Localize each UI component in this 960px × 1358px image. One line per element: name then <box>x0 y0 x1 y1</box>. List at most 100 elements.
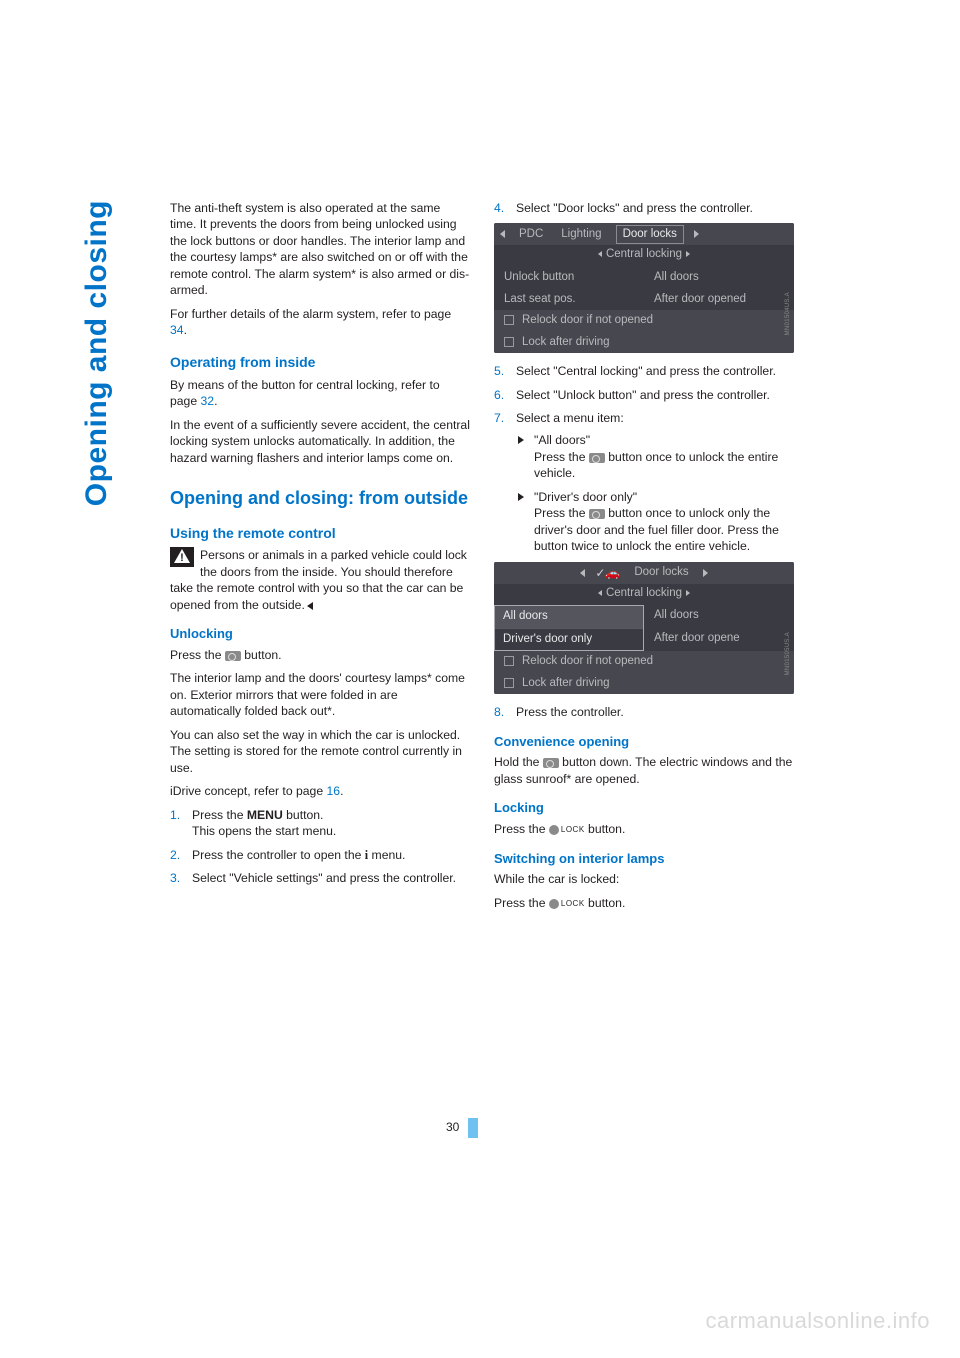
tab-door-locks: Door locks <box>630 563 692 583</box>
text: Hold the <box>494 755 543 769</box>
cell-after-door: After door opened <box>644 289 794 311</box>
checkbox-icon <box>504 678 514 688</box>
text: Press the <box>534 506 589 520</box>
section-side-title: Opening and closing <box>80 200 114 506</box>
check-lock-driving: Lock after driving <box>494 673 794 695</box>
text: Select "Central locking" and press the c… <box>516 364 776 378</box>
cell-all-doors: All doors <box>644 267 794 289</box>
text: button. <box>585 822 626 836</box>
page-ref-link[interactable]: 16 <box>327 784 341 798</box>
body-text: iDrive concept, refer to page 16. <box>170 783 470 799</box>
step-number: 8. <box>494 704 504 720</box>
text: Select "Door locks" and press the contro… <box>516 201 753 215</box>
text: menu. <box>368 848 405 862</box>
step-number: 4. <box>494 200 504 216</box>
page-content: The anti-theft system is also operated a… <box>170 200 794 919</box>
settings-grid: All doors Driver's door only All doors A… <box>494 605 794 651</box>
steps-list-cont3: 8. Press the controller. <box>494 704 794 720</box>
body-text: For further details of the alarm system,… <box>170 306 470 339</box>
page-ref-link[interactable]: 34 <box>170 323 184 337</box>
body-text: While the car is locked: <box>494 871 794 887</box>
submenu-central-locking: Central locking <box>494 584 794 606</box>
text: iDrive concept, refer to page <box>170 784 327 798</box>
text: Central locking <box>606 248 682 260</box>
checkbox-icon <box>504 337 514 347</box>
body-text: You can also set the way in which the ca… <box>170 727 470 776</box>
right-column: 4. Select "Door locks" and press the con… <box>494 200 794 919</box>
sub-options: "All doors" Press the button once to unl… <box>516 432 794 554</box>
step-number: 3. <box>170 870 180 886</box>
heading-interior-lamps: Switching on interior lamps <box>494 850 794 868</box>
warning-icon <box>170 547 194 567</box>
lock-label: LOCK <box>561 899 585 908</box>
cell-unlock-button: Unlock button <box>494 267 644 289</box>
step-5: 5. Select "Central locking" and press th… <box>494 363 794 379</box>
chevron-right-icon <box>703 569 708 577</box>
settings-grid: Unlock button All doors Last seat pos. A… <box>494 267 794 310</box>
checkbox-icon <box>504 315 514 325</box>
cell-after-door: After door opene <box>644 628 794 651</box>
check-relock: Relock door if not opened <box>494 310 794 332</box>
text: Press the <box>192 808 247 822</box>
check-relock: Relock door if not opened <box>494 651 794 673</box>
step-3: 3. Select "Vehicle settings" and press t… <box>170 870 470 886</box>
text: For further details of the alarm system,… <box>170 307 451 321</box>
text: Relock door if not opened <box>522 314 653 326</box>
tab-door-locks: Door locks <box>616 225 684 245</box>
text: Press the <box>494 896 549 910</box>
check-lock-driving: Lock after driving <box>494 332 794 354</box>
text: Lock after driving <box>522 336 610 348</box>
text: button. <box>241 648 282 662</box>
lock-button-icon: LOCK <box>549 821 585 837</box>
body-text: Hold the button down. The electric windo… <box>494 754 794 787</box>
tab-bar: PDC Lighting Door locks <box>494 223 794 245</box>
idrive-screenshot-1: PDC Lighting Door locks Central locking … <box>494 223 794 353</box>
page-ref-link[interactable]: 32 <box>201 394 215 408</box>
check-icon: ✓🚗 <box>595 565 620 581</box>
step-number: 5. <box>494 363 504 379</box>
heading-unlocking: Unlocking <box>170 625 470 643</box>
remote-key-icon <box>589 509 605 519</box>
chevron-left-icon <box>598 251 602 257</box>
text: . <box>340 784 343 798</box>
text: button. <box>585 896 626 910</box>
remote-key-icon <box>225 651 241 661</box>
checkbox-icon <box>504 656 514 666</box>
heading-convenience-opening: Convenience opening <box>494 733 794 751</box>
left-column: The anti-theft system is also operated a… <box>170 200 470 919</box>
text: Press the <box>534 450 589 464</box>
chevron-left-icon <box>598 590 602 596</box>
steps-list-cont: 4. Select "Door locks" and press the con… <box>494 200 794 216</box>
body-text: Press the LOCK button. <box>494 895 794 912</box>
lock-label: LOCK <box>561 825 585 834</box>
steps-list: 1. Press the MENU button. This opens the… <box>170 807 470 887</box>
heading-opening-closing-outside: Opening and closing: from outside <box>170 488 470 510</box>
chevron-right-icon <box>686 251 690 257</box>
steps-list-cont2: 5. Select "Central locking" and press th… <box>494 363 794 555</box>
body-text: The interior lamp and the doors' courtes… <box>170 670 470 719</box>
page-number: 30 <box>446 1120 459 1134</box>
submenu-central-locking: Central locking <box>494 245 794 267</box>
cell-all-doors: All doors <box>644 605 794 628</box>
text: Select "Vehicle settings" and press the … <box>192 871 456 885</box>
step-6: 6. Select "Unlock button" and press the … <box>494 387 794 403</box>
body-text: By means of the button for central locki… <box>170 377 470 410</box>
step-4: 4. Select "Door locks" and press the con… <box>494 200 794 216</box>
opt-drivers-door: Driver's door only <box>495 628 643 651</box>
text: "All doors" <box>534 433 590 447</box>
text: Central locking <box>606 587 682 599</box>
footer-watermark: carmanualsonline.info <box>705 1308 930 1334</box>
text: Press the <box>170 648 225 662</box>
page-marker <box>468 1118 478 1138</box>
end-marker-icon <box>307 602 313 610</box>
remote-key-icon <box>589 453 605 463</box>
step-number: 1. <box>170 807 180 823</box>
menu-label: MENU <box>247 808 283 822</box>
chevron-left-icon <box>500 230 505 238</box>
text: "Driver's door only" <box>534 490 637 504</box>
step-8: 8. Press the controller. <box>494 704 794 720</box>
body-text: Press the button. <box>170 647 470 663</box>
lock-button-icon: LOCK <box>549 895 585 911</box>
text: Lock after driving <box>522 677 610 689</box>
heading-using-remote: Using the remote control <box>170 524 470 543</box>
